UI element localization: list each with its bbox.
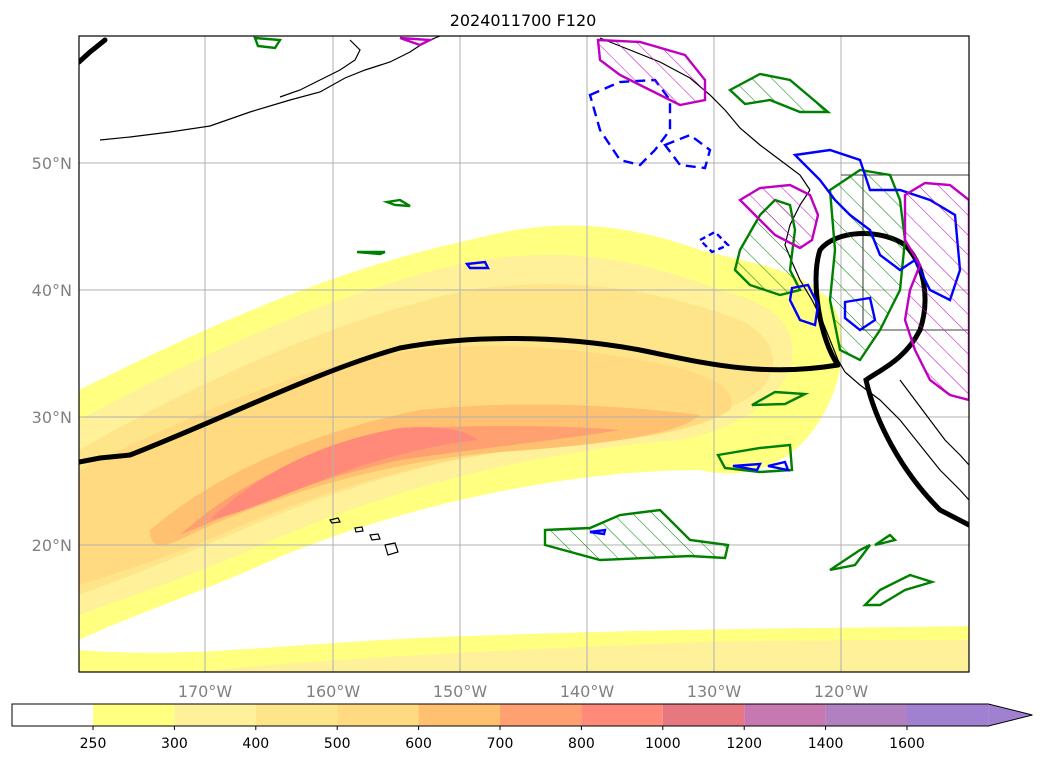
ivt-band-south-inner [200, 640, 969, 672]
lat-label-30: 30°N [32, 408, 72, 427]
colorbar-tick-label: 1000 [645, 736, 681, 752]
colorbar-tick-label: 1400 [808, 736, 844, 752]
lon-label-150w: 150°W [433, 682, 488, 701]
green-region-bc [727, 72, 832, 114]
colorbar-tick-label: 800 [568, 736, 595, 752]
ivt-band-600 [150, 404, 700, 546]
green-region-mexico [829, 533, 937, 607]
subtropical-jet-contour [79, 336, 841, 465]
colorbar-segment [581, 704, 663, 726]
colorbar-segment [337, 704, 419, 726]
lon-label-170w: 170°W [178, 682, 233, 701]
gridlines [79, 36, 969, 672]
colorbar-segment [12, 704, 93, 726]
colorbar-tick-label: 400 [242, 736, 269, 752]
ivt-band-800 [210, 427, 478, 520]
mexico-mainland-coast [899, 379, 969, 466]
baja-coast [844, 371, 969, 501]
alaska-contour [79, 37, 108, 65]
green-small-1 [382, 198, 411, 208]
green-region-interior [828, 168, 907, 362]
colorbar-segment [662, 704, 745, 726]
lon-label-120w: 120°W [814, 682, 869, 701]
colorbar-segment [500, 704, 582, 726]
colorbar-tick-label: 1200 [726, 736, 762, 752]
green-small-3 [253, 36, 283, 50]
colorbar-extend-arrow [988, 704, 1033, 726]
alaska-aleutian-coast [99, 36, 441, 141]
green-region-hawaii [543, 508, 730, 562]
latitude-labels: 50°N 40°N 30°N 20°N [32, 154, 72, 555]
colorbar-tick-label: 600 [405, 736, 432, 752]
magenta-region-bc [596, 38, 707, 107]
map-frame [78, 35, 970, 673]
green-region-mid [751, 390, 810, 407]
lat-label-20: 20°N [32, 536, 72, 555]
lat-label-40: 40°N [32, 281, 72, 300]
blue-dashed-small [698, 230, 731, 254]
colorbar-segment [418, 704, 500, 726]
alaska-peninsula-coast [279, 39, 361, 98]
colorbar-segment [93, 704, 175, 726]
green-small-2 [356, 250, 386, 256]
blue-solid-southwest [843, 296, 877, 332]
map-panel [79, 36, 969, 672]
colorbar: 250 300 400 500 600 700 800 1000 1200 1400 1600 [11, 703, 1033, 752]
green-region-east-pacific [716, 443, 794, 474]
longitude-labels: 170°W 160°W 150°W 140°W 130°W 120°W [178, 682, 869, 701]
colorbar-tick-label: 1600 [889, 736, 925, 752]
colorbar-outline [11, 703, 1033, 727]
colorbar-segment [744, 704, 826, 726]
lon-label-130w: 130°W [687, 682, 742, 701]
magenta-contours [399, 36, 969, 402]
lon-label-140w: 140°W [560, 682, 615, 701]
chart-title: 2024011700 F120 [450, 11, 597, 30]
blue-solid-pacific [464, 260, 790, 536]
colorbar-segment [255, 704, 338, 726]
colorbar-tick-label: 250 [80, 736, 107, 752]
colorbar-segment [907, 704, 989, 726]
magenta-region-oregon [738, 183, 820, 250]
colorbar-segment [174, 704, 256, 726]
hawaii-islands [329, 517, 399, 556]
colorbar-tick-label: 500 [324, 736, 351, 752]
lon-label-160w: 160°W [306, 682, 361, 701]
colorbar-tick-label: 700 [487, 736, 514, 752]
colorbar-segment [825, 704, 907, 726]
blue-dashed-offshore [663, 133, 712, 170]
lat-label-50: 50°N [32, 154, 72, 173]
blue-solid-sierra [788, 283, 820, 327]
magenta-region-rockies [903, 181, 969, 402]
colorbar-tick-label: 300 [161, 736, 188, 752]
magenta-small-north [399, 36, 435, 47]
